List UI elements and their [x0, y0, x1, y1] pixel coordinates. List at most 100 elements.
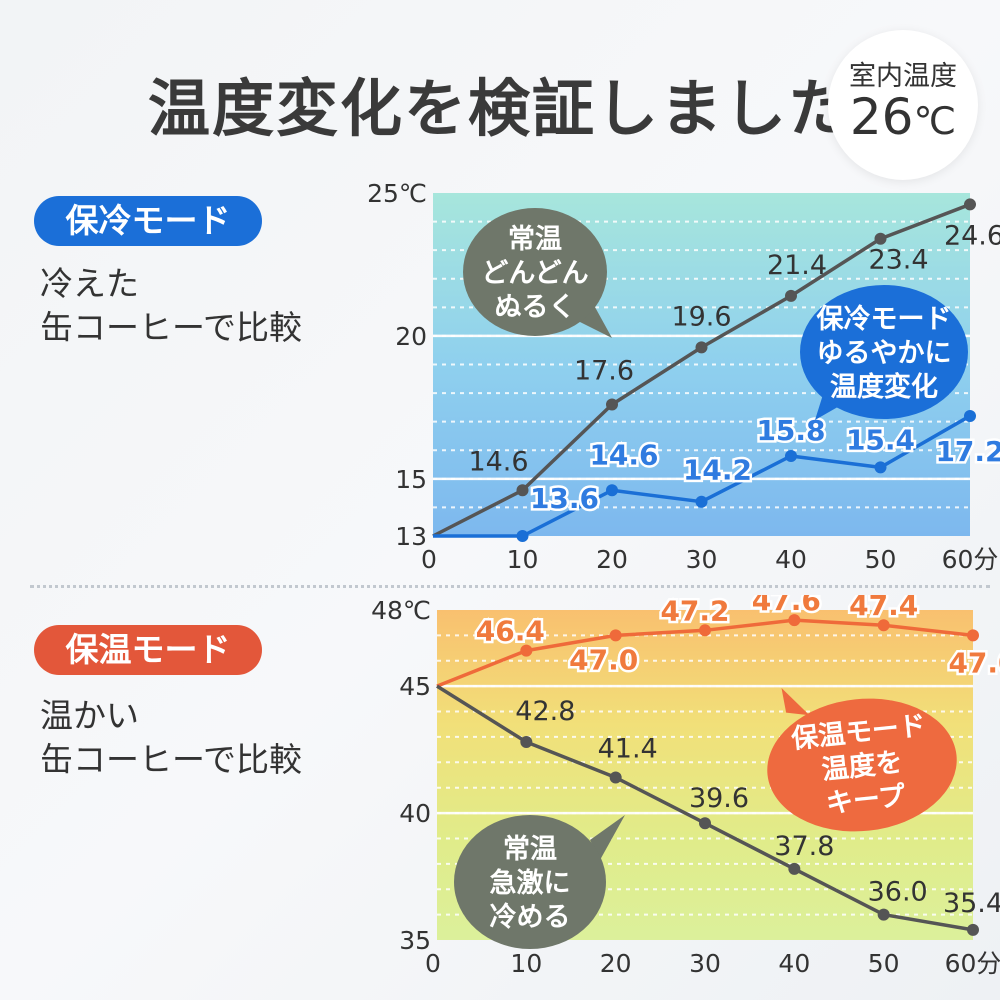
- warm-chart-normal-point: [609, 771, 622, 784]
- warm-chart-y-tick-label: 45: [399, 672, 431, 701]
- warm-desc-line2: 缶コーヒーで比較: [40, 740, 303, 779]
- warm-chart-normal-data-label: 36.0: [868, 877, 928, 908]
- cool-mode-chart: 25℃ 20 15 130 10 20 30 40 50 60分 14.6 17.6 19.6 21.4 2…: [367, 180, 1000, 574]
- cool-desc-line2: 缶コーヒーで比較: [40, 308, 303, 347]
- cool-chart-normal-bubble-line: ぬるく: [495, 292, 576, 323]
- cool-chart-normal-point: [516, 484, 529, 497]
- warm-desc-line1: 温かい: [40, 696, 139, 735]
- cool-chart-normal-data-label: 24.6: [944, 220, 1000, 251]
- warm-chart-x-tick-label: 40: [778, 949, 810, 978]
- warm-chart-normal-bubble-tail: [590, 815, 625, 860]
- warm-chart-warm-point: [788, 614, 801, 627]
- cool-mode-description: 冷えた 缶コーヒーで比較: [40, 262, 302, 350]
- warm-chart-normal-data-label: 39.6: [689, 783, 749, 814]
- cool-chart-normal-point: [874, 232, 887, 245]
- warm-chart-normal-bubble-line: 冷める: [490, 902, 571, 933]
- cool-chart-cool-data-label: 17.2: [935, 435, 1000, 468]
- cool-chart-x-tick-label: 10: [507, 545, 539, 574]
- warm-chart-warm-point: [699, 624, 711, 637]
- cool-chart-cool-data-label: 14.2: [683, 454, 752, 487]
- cool-chart-y-tick-label: 20: [395, 322, 427, 351]
- warm-chart-warm-data-label: 47.4: [849, 595, 918, 622]
- warm-chart-normal-data-label: 37.8: [774, 831, 834, 862]
- warm-chart-normal-data-label: 42.8: [515, 696, 575, 727]
- warm-chart-x-tick-label: 20: [600, 949, 632, 978]
- warm-chart-warm-data-label: 47.2: [660, 595, 729, 627]
- cool-chart-cool-bubble-line: 保冷モード: [816, 304, 952, 335]
- cool-chart-x-tick-label: 20: [596, 545, 628, 574]
- warm-chart-y-tick-label: 35: [399, 926, 431, 955]
- room-temperature-badge: 室内温度 26℃: [828, 30, 978, 180]
- warm-chart-normal-point: [520, 736, 533, 748]
- cool-chart-cool-data-label: 14.6: [589, 438, 658, 471]
- cool-chart-normal-data-label: 21.4: [767, 250, 827, 281]
- warm-chart-x-tick-label: 60分: [945, 949, 1000, 978]
- warm-chart-normal-data-label: 41.4: [598, 734, 658, 765]
- warm-mode-description: 温かい 缶コーヒーで比較: [40, 694, 302, 782]
- room-temperature-value: 26℃: [828, 88, 978, 146]
- cool-chart-y-tick-label: 13: [395, 522, 427, 551]
- cool-chart-cool-point: [964, 409, 976, 422]
- cool-chart-normal-data-label: 23.4: [868, 245, 928, 276]
- warm-chart-warm-data-label: 47.0: [948, 646, 1000, 679]
- warm-chart-warm-point: [609, 629, 622, 642]
- warm-chart-normal-bubble-shape: [454, 815, 606, 949]
- warm-chart-warm-data-label: 47.6: [752, 595, 821, 617]
- cool-chart-normal-point: [964, 198, 976, 211]
- cool-chart-cool-bubble-shape: [800, 285, 968, 419]
- cool-chart-cool-point: [516, 530, 529, 542]
- cool-chart-x-tick-label: 60分: [942, 545, 999, 574]
- room-temperature-label: 室内温度: [849, 61, 957, 92]
- warm-chart-x-tick-label: 0: [425, 949, 441, 978]
- cool-chart-cool-data-label: 13.6: [530, 482, 599, 515]
- cool-chart-x-tick-label: 0: [421, 545, 437, 574]
- cool-chart-cool-point: [606, 484, 618, 497]
- warm-chart-warm-point: [967, 629, 979, 642]
- warm-chart-normal-bubble-line: 常温: [503, 834, 557, 865]
- cool-chart-normal-point: [606, 398, 618, 411]
- cool-chart-normal-bubble-line: どんどん: [481, 258, 588, 289]
- warm-mode-badge: 保温モード: [34, 625, 262, 675]
- cool-chart-x-tick-label: 30: [686, 545, 718, 574]
- cool-mode-badge: 保冷モード: [34, 196, 262, 246]
- cool-chart-cool-bubble-line: 温度変化: [830, 371, 938, 403]
- cool-chart-cool-bubble-line: ゆるやかに: [817, 338, 952, 369]
- cool-desc-line1: 冷えた: [40, 264, 139, 303]
- warm-chart-y-tick-label: 40: [399, 799, 431, 828]
- section-divider: [30, 585, 990, 588]
- warm-chart-normal-data-label: 35.4: [943, 888, 1000, 919]
- warm-chart-warm-data-label: 46.4: [476, 615, 545, 648]
- cool-chart-normal-bubble-shape: [463, 208, 607, 336]
- cool-chart-normal-data-label: 17.6: [574, 356, 634, 387]
- warm-chart-normal-point: [967, 923, 979, 936]
- room-temperature-unit: ℃: [913, 99, 957, 143]
- warm-chart-warm-bubble-shape: [767, 698, 957, 832]
- warm-chart-normal-point: [877, 908, 890, 921]
- warm-chart-warm-point: [877, 619, 890, 632]
- warm-chart-x-tick-label: 50: [868, 949, 900, 978]
- cool-chart-cool-point: [785, 449, 797, 462]
- cool-chart-normal-data-label: 14.6: [468, 446, 528, 477]
- warm-chart-normal-point: [699, 817, 711, 830]
- cool-chart-normal-bubble-line: 常温: [508, 224, 562, 255]
- cool-chart-cool-point: [874, 461, 887, 474]
- warm-chart-warm-point: [520, 644, 533, 657]
- page-title: 温度変化を検証しました: [148, 72, 853, 145]
- warm-chart-normal-bubble-line: 急激に: [490, 867, 571, 899]
- cool-chart-cool-data-label: 15.4: [846, 423, 915, 456]
- cool-chart-cool-data-label: 15.8: [756, 414, 825, 447]
- cool-chart-x-tick-label: 40: [775, 545, 807, 574]
- cool-chart-normal-data-label: 19.6: [671, 301, 731, 332]
- warm-chart-normal-point: [788, 862, 801, 875]
- cool-chart-normal-point: [785, 289, 797, 302]
- room-temperature-number: 26: [849, 88, 914, 146]
- cool-chart-x-tick-label: 50: [865, 545, 897, 574]
- cool-chart-normal-point: [695, 341, 708, 354]
- cool-chart-y-tick-label: 15: [395, 465, 427, 494]
- cool-chart-cool-point: [695, 495, 708, 508]
- cool-chart-y-tick-label: 25℃: [367, 180, 427, 208]
